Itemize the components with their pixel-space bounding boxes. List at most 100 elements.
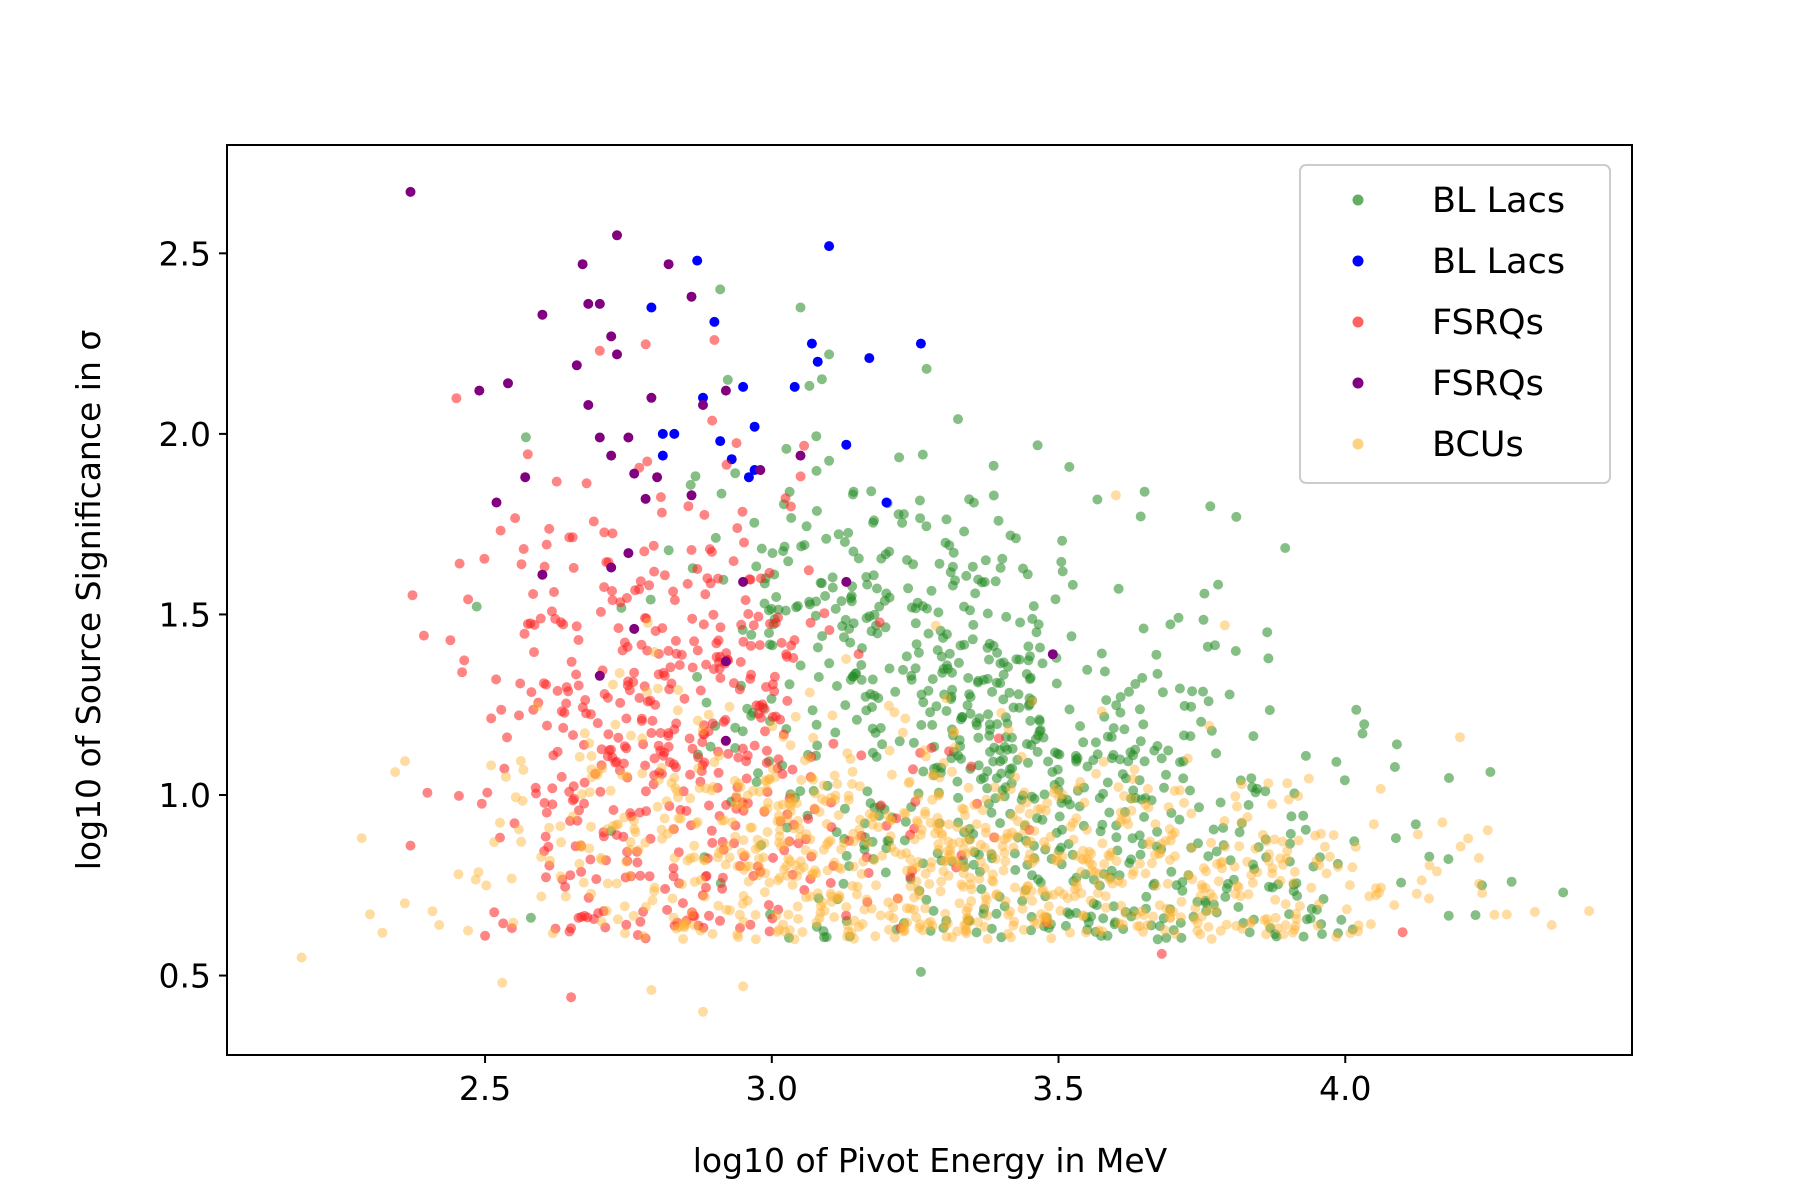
series-4-point — [856, 869, 867, 879]
series-0-point — [910, 663, 921, 674]
series-4-point — [1026, 858, 1037, 869]
series-0-point — [1311, 904, 1322, 915]
series-4-point — [920, 751, 931, 762]
series-4-point — [1250, 843, 1261, 854]
series-4-point — [901, 903, 912, 914]
series-2-point — [568, 562, 579, 573]
series-0-point — [1022, 859, 1033, 870]
series-4-point — [1068, 817, 1079, 828]
series-0-point — [832, 681, 842, 691]
series-4-point — [767, 721, 778, 732]
series-4-point — [481, 880, 492, 891]
series-0-point — [471, 601, 482, 612]
series-4-point — [1232, 801, 1242, 812]
series-0-point — [953, 657, 964, 668]
series-4-point — [673, 813, 684, 824]
series-4-point — [773, 801, 784, 811]
series-4-point — [703, 709, 714, 720]
series-2-point — [679, 693, 690, 704]
series-4-point — [579, 728, 590, 739]
series-0-point — [1101, 695, 1112, 706]
series-0-point — [1111, 700, 1122, 711]
series-2-point — [779, 845, 790, 856]
series-0-point — [848, 546, 859, 557]
series-2-point — [1041, 917, 1052, 928]
series-2-point — [577, 702, 588, 713]
series-0-point — [968, 497, 979, 508]
series-4-point — [673, 792, 683, 803]
series-0-point — [941, 706, 952, 716]
series-4-point — [296, 952, 307, 963]
series-4-point — [956, 879, 967, 890]
series-0-point — [1071, 908, 1082, 918]
series-4-point — [903, 778, 914, 789]
series-4-point — [592, 766, 603, 777]
series-4-point — [980, 822, 991, 833]
series-0-point — [830, 603, 841, 614]
x-tick-label: 4.0 — [1319, 1069, 1371, 1108]
series-0-point — [1185, 785, 1195, 796]
series-2-point — [566, 656, 577, 667]
series-4-point — [1353, 920, 1364, 931]
series-4-point — [719, 815, 729, 826]
series-0-point — [1179, 700, 1190, 711]
series-2-point — [697, 890, 708, 901]
series-2-point — [699, 509, 710, 520]
series-0-point — [1139, 486, 1150, 497]
series-2-point — [496, 704, 507, 715]
series-4-point — [1123, 819, 1134, 830]
series-0-point — [1064, 461, 1075, 472]
series-0-point — [1054, 845, 1065, 856]
series-0-point — [916, 689, 927, 700]
series-4-point — [1098, 756, 1109, 767]
series-2-point — [653, 648, 664, 659]
series-4-point — [685, 853, 696, 864]
series-4-point — [1127, 774, 1138, 785]
series-0-point — [1108, 723, 1119, 734]
series-4-point — [794, 864, 805, 875]
series-0-point — [1158, 913, 1169, 924]
series-4-point — [909, 892, 920, 903]
series-2-point — [803, 813, 814, 824]
series-0-point — [1260, 834, 1271, 845]
series-0-point — [1082, 664, 1093, 675]
series-3-point — [795, 450, 806, 461]
series-4-point — [1455, 732, 1465, 743]
series-0-point — [988, 460, 999, 471]
series-4-point — [801, 829, 812, 840]
series-4-point — [1165, 835, 1176, 846]
series-4-point — [1023, 880, 1034, 891]
series-4-point — [1014, 803, 1025, 814]
series-4-point — [927, 770, 938, 781]
series-4-point — [1270, 912, 1281, 923]
series-2-point — [712, 782, 723, 793]
series-0-point — [1078, 820, 1089, 831]
series-0-point — [952, 776, 963, 787]
series-4-point — [1289, 924, 1300, 935]
series-4-point — [911, 912, 922, 923]
series-4-point — [907, 863, 917, 874]
series-4-point — [1269, 834, 1280, 845]
series-2-point — [773, 904, 784, 915]
series-0-point — [877, 739, 888, 750]
series-0-point — [988, 640, 999, 651]
series-4-point — [949, 742, 960, 753]
series-0-point — [1002, 718, 1013, 729]
series-4-point — [1364, 891, 1375, 902]
series-4-point — [1196, 880, 1207, 890]
series-4-point — [963, 782, 974, 793]
series-2-point — [480, 930, 491, 941]
series-0-point — [862, 786, 873, 797]
series-4-point — [1035, 804, 1046, 814]
series-0-point — [1178, 773, 1189, 784]
series-0-point — [953, 817, 964, 828]
series-4-point — [1437, 817, 1448, 828]
series-4-point — [1187, 874, 1198, 885]
series-2-point — [686, 545, 697, 555]
series-0-point — [1082, 761, 1093, 772]
series-0-point — [1485, 767, 1496, 777]
series-4-point — [1000, 856, 1011, 867]
series-2-point — [781, 649, 792, 660]
series-2-point — [642, 456, 653, 467]
series-4-point — [1051, 851, 1062, 862]
